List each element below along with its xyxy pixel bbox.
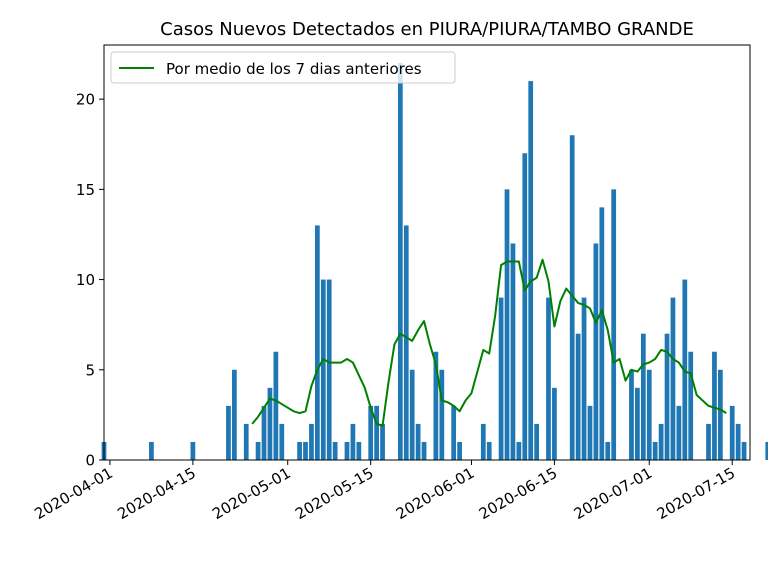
bar [374,405,379,460]
bar [605,441,611,460]
bar [303,441,308,460]
y-tick-label: 0 [85,452,95,470]
bar [190,441,196,460]
bar [735,423,741,460]
series-line [251,258,727,427]
bar [640,333,646,460]
bar [765,441,768,460]
bar [350,423,356,460]
bar [356,441,362,460]
bar [279,423,285,460]
bar [149,441,154,460]
bar [528,81,534,460]
moving-average-layer [251,258,727,427]
bar [575,333,581,460]
bar [593,243,599,460]
bar [409,369,415,460]
bar [534,423,540,460]
bar [433,351,439,460]
bar [599,207,605,460]
bar [670,297,676,460]
bar [676,405,682,460]
y-tick-label: 15 [76,181,95,199]
bar [368,405,374,460]
bar [273,351,279,460]
bar [421,441,427,460]
bar [232,369,237,460]
bar [581,297,587,460]
bar [652,441,658,460]
bar [498,297,504,460]
bar [552,387,557,460]
bar [243,423,249,460]
bar [510,243,516,460]
bar [569,135,575,460]
bar [320,279,326,460]
bar [712,351,717,460]
bar [629,369,634,460]
bar [255,441,261,460]
bar [403,225,409,460]
bar [741,441,747,460]
bar [587,405,593,460]
bar [504,189,510,460]
bar [646,369,652,460]
bar [688,351,694,460]
bar [439,369,445,460]
bar [480,423,486,460]
bar [706,423,711,460]
y-tick-label: 20 [76,91,95,109]
bar [309,423,314,460]
bar [546,297,551,460]
bar [397,63,403,460]
bar [267,387,273,460]
bar [457,441,462,460]
bar [261,405,267,460]
y-axis: 0 5 10 15 20 [76,91,104,470]
chart-title: Casos Nuevos Detectados en PIURA/PIURA/T… [160,19,694,40]
bar [451,405,457,460]
bar [415,423,421,460]
legend: Por medio de los 7 dias anteriores [110,51,456,84]
bar [332,441,338,460]
bar [226,405,231,460]
bar [522,153,528,460]
plot-frame [103,44,751,461]
bar [344,441,350,460]
bar [516,441,522,460]
bar [658,423,664,460]
legend-box [110,51,456,84]
bar [326,279,332,460]
bar [297,441,302,460]
y-tick-label: 10 [76,271,95,289]
bar [718,369,723,460]
bars-layer [101,63,768,460]
bar [664,333,670,460]
bar [380,423,385,460]
bar [314,225,320,460]
bar [729,405,735,460]
bar [486,441,492,460]
legend-label: Por medio de los 7 dias anteriores [166,60,422,78]
y-tick-label: 5 [85,361,95,379]
bar [635,387,640,460]
bar [611,189,617,460]
